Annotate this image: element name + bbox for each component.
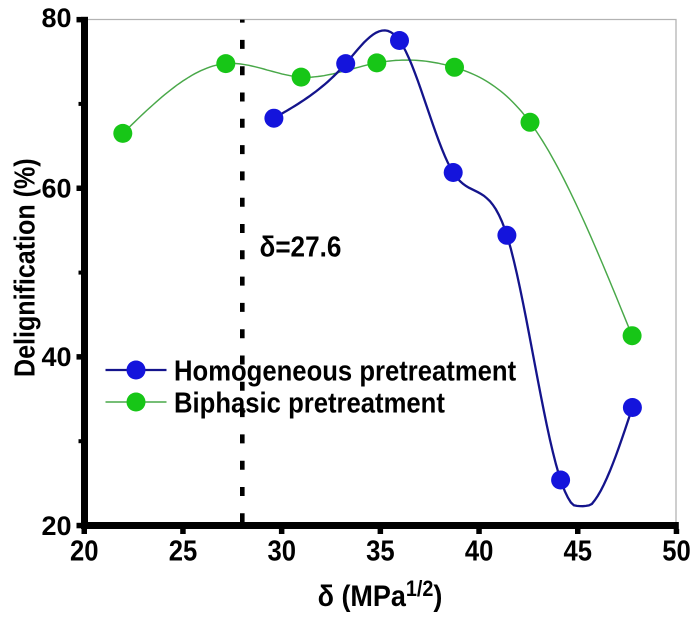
svg-text:Homogeneous pretreatment: Homogeneous pretreatment xyxy=(174,354,516,387)
svg-text:80: 80 xyxy=(41,3,71,33)
svg-text:20: 20 xyxy=(41,511,71,541)
svg-text:Delignification (%): Delignification (%) xyxy=(9,158,41,377)
svg-text:Biphasic pretreatment: Biphasic pretreatment xyxy=(174,386,445,419)
svg-text:δ (MPa1/2): δ (MPa1/2) xyxy=(318,577,443,613)
svg-text:35: 35 xyxy=(366,536,395,568)
svg-text:40: 40 xyxy=(41,342,71,372)
svg-text:45: 45 xyxy=(564,536,593,568)
svg-text:60: 60 xyxy=(41,174,71,204)
svg-text:40: 40 xyxy=(465,536,494,568)
svg-text:50: 50 xyxy=(662,536,691,568)
svg-text:20: 20 xyxy=(70,536,99,568)
svg-text:25: 25 xyxy=(169,536,198,568)
svg-text:30: 30 xyxy=(267,536,296,568)
svg-text:δ=27.6: δ=27.6 xyxy=(260,230,342,263)
